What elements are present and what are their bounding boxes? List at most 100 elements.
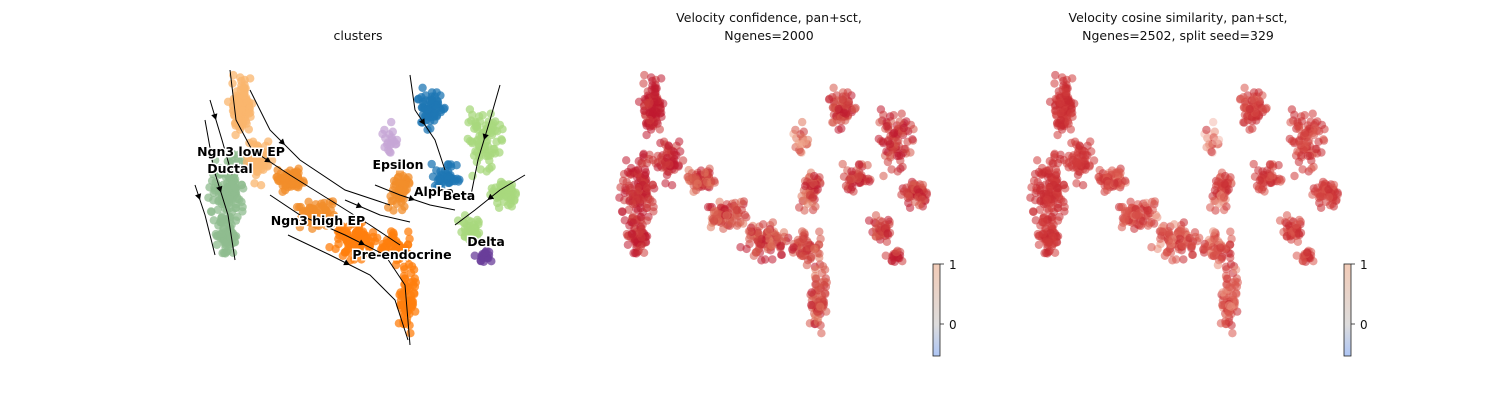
- cell-point: [811, 202, 820, 211]
- cell-point: [644, 194, 653, 204]
- cell-point: [1216, 243, 1225, 252]
- cell-point: [1296, 112, 1306, 121]
- cell-point: [490, 144, 499, 154]
- cell-point: [1033, 156, 1042, 165]
- cell-point: [791, 125, 800, 135]
- velocity-streamline: [229, 69, 401, 246]
- streamline-arrowhead: [408, 195, 415, 202]
- cell-point: [736, 243, 745, 252]
- cell-point: [901, 144, 910, 154]
- cell-point: [1086, 137, 1095, 146]
- cell-point: [767, 241, 776, 250]
- cell-point: [844, 176, 853, 185]
- cell-point: [624, 185, 634, 195]
- cell-point: [1259, 182, 1268, 192]
- cell-point: [1143, 221, 1153, 230]
- streamline-arrowhead: [195, 193, 202, 200]
- panel1-cell-points: [204, 70, 520, 338]
- cell-point: [657, 74, 666, 83]
- cell-point: [357, 255, 366, 264]
- cell-point: [1290, 110, 1299, 120]
- cell-point: [706, 223, 716, 232]
- cell-point: [1226, 227, 1235, 236]
- cell-point: [753, 236, 763, 245]
- cell-point: [1301, 128, 1310, 138]
- cell-point: [879, 110, 888, 120]
- cell-point: [807, 300, 816, 310]
- cell-point: [1286, 118, 1295, 127]
- cell-point: [817, 329, 826, 338]
- cell-point: [410, 289, 419, 299]
- cell-point: [798, 117, 807, 127]
- cell-point: [1255, 176, 1265, 185]
- cell-point: [464, 118, 473, 127]
- cell-point: [864, 216, 874, 225]
- cell-point: [662, 170, 672, 180]
- cell-point: [433, 176, 442, 185]
- cell-point: [627, 229, 637, 238]
- cell-point: [1307, 164, 1316, 173]
- cell-point: [234, 108, 243, 118]
- cell-point: [488, 123, 497, 133]
- cell-point: [800, 137, 810, 146]
- cell-point: [624, 205, 633, 214]
- velocity-streamline: [287, 234, 409, 341]
- cell-point: [895, 117, 904, 126]
- cell-point: [1191, 232, 1200, 242]
- cell-point: [753, 228, 763, 238]
- cell-point: [1219, 192, 1229, 202]
- cell-point: [252, 153, 261, 163]
- cell-point: [913, 193, 923, 202]
- cell-point: [1034, 240, 1044, 249]
- cell-point: [365, 241, 375, 250]
- cell-point: [1047, 242, 1057, 251]
- cell-point: [1042, 195, 1052, 204]
- cell-point: [1147, 243, 1156, 252]
- cluster-label-alpha: Alpha: [414, 184, 454, 199]
- cell-point: [759, 220, 768, 229]
- cell-point: [1056, 115, 1066, 125]
- panel3-colorbar-tick-1: 1: [1360, 258, 1368, 272]
- cell-point: [847, 167, 856, 176]
- cell-point: [764, 234, 773, 243]
- cell-point: [664, 141, 673, 150]
- cell-point: [413, 95, 423, 104]
- cell-point: [226, 233, 235, 242]
- cell-point: [1081, 148, 1090, 157]
- cell-point: [481, 248, 490, 257]
- cell-point: [810, 171, 819, 181]
- cell-point: [311, 211, 320, 220]
- cell-point: [857, 171, 866, 180]
- cell-point: [472, 229, 481, 238]
- cell-point: [1293, 122, 1302, 131]
- cell-point: [617, 207, 627, 216]
- cell-point: [693, 179, 702, 188]
- cell-point: [472, 157, 482, 167]
- cell-point: [406, 329, 415, 338]
- cell-point: [1240, 83, 1249, 93]
- cell-point: [476, 165, 485, 174]
- cell-point: [1028, 207, 1038, 216]
- cell-point: [865, 177, 874, 186]
- cell-point: [238, 207, 247, 216]
- cell-point: [1248, 124, 1257, 133]
- cell-point: [1056, 98, 1065, 107]
- cell-point: [1305, 151, 1315, 161]
- cell-point: [1292, 251, 1302, 260]
- cell-point: [1055, 194, 1064, 204]
- cell-point: [493, 198, 502, 208]
- cell-point: [390, 181, 399, 191]
- cell-point: [883, 229, 892, 238]
- streamline-arrowhead: [278, 138, 285, 145]
- cell-point: [1143, 205, 1153, 215]
- cell-point: [400, 265, 409, 274]
- cell-point: [887, 165, 896, 174]
- cell-point: [1036, 221, 1045, 230]
- cell-point: [436, 167, 445, 176]
- cell-point: [399, 171, 408, 181]
- cell-point: [221, 249, 230, 258]
- cell-point: [453, 216, 463, 225]
- cluster-label-ngn3-low-ep: Ngn3 low EP: [197, 144, 285, 159]
- panel2-colorbar-tick-1: 1: [949, 258, 957, 272]
- cell-point: [1062, 88, 1071, 97]
